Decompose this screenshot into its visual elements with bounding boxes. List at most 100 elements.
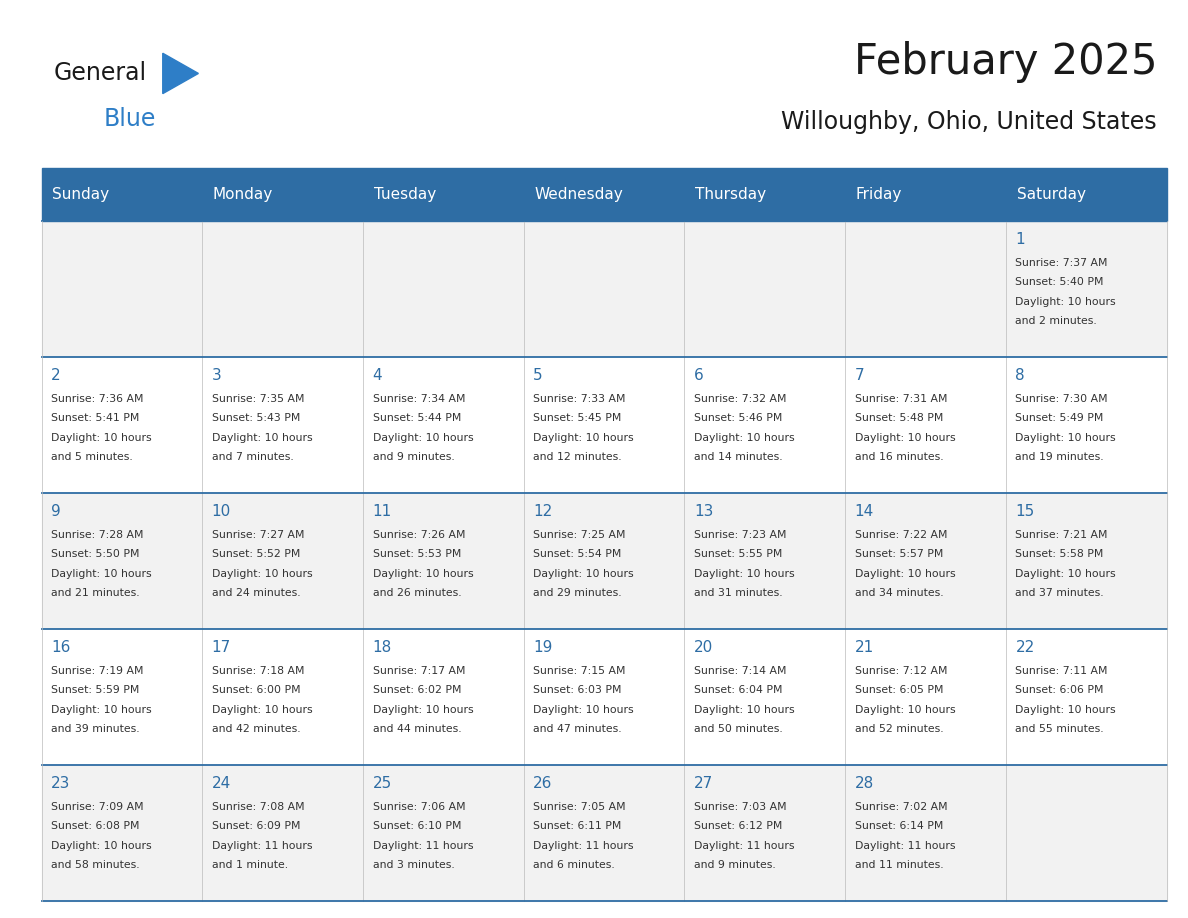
- Text: Daylight: 11 hours: Daylight: 11 hours: [854, 841, 955, 851]
- Text: Sunrise: 7:31 AM: Sunrise: 7:31 AM: [854, 394, 947, 404]
- Text: 19: 19: [533, 641, 552, 655]
- Text: and 47 minutes.: and 47 minutes.: [533, 724, 621, 733]
- Text: and 31 minutes.: and 31 minutes.: [694, 588, 783, 598]
- Text: 24: 24: [211, 777, 230, 791]
- Text: Sunrise: 7:14 AM: Sunrise: 7:14 AM: [694, 666, 786, 676]
- Text: Daylight: 10 hours: Daylight: 10 hours: [373, 432, 473, 442]
- Text: General: General: [53, 62, 146, 85]
- Text: 21: 21: [854, 641, 874, 655]
- Text: Sunset: 5:58 PM: Sunset: 5:58 PM: [1016, 549, 1104, 559]
- Text: and 26 minutes.: and 26 minutes.: [373, 588, 461, 598]
- Text: Sunset: 5:48 PM: Sunset: 5:48 PM: [854, 413, 943, 423]
- Text: and 6 minutes.: and 6 minutes.: [533, 860, 615, 870]
- Text: 8: 8: [1016, 368, 1025, 384]
- Text: Sunrise: 7:18 AM: Sunrise: 7:18 AM: [211, 666, 304, 676]
- Text: Daylight: 10 hours: Daylight: 10 hours: [854, 568, 955, 578]
- Text: Sunrise: 7:11 AM: Sunrise: 7:11 AM: [1016, 666, 1108, 676]
- Text: Daylight: 10 hours: Daylight: 10 hours: [533, 568, 634, 578]
- Text: and 5 minutes.: and 5 minutes.: [51, 452, 133, 462]
- Text: and 34 minutes.: and 34 minutes.: [854, 588, 943, 598]
- Text: Daylight: 10 hours: Daylight: 10 hours: [1016, 432, 1116, 442]
- Text: and 58 minutes.: and 58 minutes.: [51, 860, 140, 870]
- Text: 20: 20: [694, 641, 713, 655]
- Text: Sunset: 6:02 PM: Sunset: 6:02 PM: [373, 686, 461, 695]
- Text: and 44 minutes.: and 44 minutes.: [373, 724, 461, 733]
- Text: 15: 15: [1016, 504, 1035, 520]
- Text: Sunset: 5:43 PM: Sunset: 5:43 PM: [211, 413, 301, 423]
- Text: Willoughby, Ohio, United States: Willoughby, Ohio, United States: [782, 110, 1157, 134]
- Text: and 1 minute.: and 1 minute.: [211, 860, 287, 870]
- Text: 1: 1: [1016, 232, 1025, 247]
- Text: and 55 minutes.: and 55 minutes.: [1016, 724, 1104, 733]
- Text: Thursday: Thursday: [695, 187, 766, 202]
- Text: Daylight: 10 hours: Daylight: 10 hours: [1016, 705, 1116, 714]
- Text: Sunset: 6:09 PM: Sunset: 6:09 PM: [211, 822, 301, 832]
- Polygon shape: [163, 53, 198, 94]
- Text: and 2 minutes.: and 2 minutes.: [1016, 316, 1098, 326]
- Text: Friday: Friday: [855, 187, 902, 202]
- Text: 23: 23: [51, 777, 70, 791]
- Text: Sunset: 5:46 PM: Sunset: 5:46 PM: [694, 413, 783, 423]
- Text: Sunset: 6:04 PM: Sunset: 6:04 PM: [694, 686, 783, 695]
- Text: Sunset: 5:57 PM: Sunset: 5:57 PM: [854, 549, 943, 559]
- Text: Sunset: 5:41 PM: Sunset: 5:41 PM: [51, 413, 139, 423]
- Text: 28: 28: [854, 777, 874, 791]
- Text: Sunrise: 7:23 AM: Sunrise: 7:23 AM: [694, 530, 786, 540]
- Text: and 16 minutes.: and 16 minutes.: [854, 452, 943, 462]
- Text: Daylight: 10 hours: Daylight: 10 hours: [51, 705, 152, 714]
- Text: Sunrise: 7:21 AM: Sunrise: 7:21 AM: [1016, 530, 1108, 540]
- Text: 27: 27: [694, 777, 713, 791]
- Text: 25: 25: [373, 777, 392, 791]
- Bar: [42, 766, 1167, 901]
- Text: and 52 minutes.: and 52 minutes.: [854, 724, 943, 733]
- Text: and 39 minutes.: and 39 minutes.: [51, 724, 140, 733]
- Bar: [42, 168, 1167, 221]
- Text: and 7 minutes.: and 7 minutes.: [211, 452, 293, 462]
- Text: Sunrise: 7:15 AM: Sunrise: 7:15 AM: [533, 666, 626, 676]
- Text: 22: 22: [1016, 641, 1035, 655]
- Bar: [42, 221, 1167, 357]
- Text: Sunrise: 7:09 AM: Sunrise: 7:09 AM: [51, 802, 144, 812]
- Text: Sunrise: 7:19 AM: Sunrise: 7:19 AM: [51, 666, 144, 676]
- Text: 13: 13: [694, 504, 713, 520]
- Text: Sunrise: 7:17 AM: Sunrise: 7:17 AM: [373, 666, 465, 676]
- Text: and 42 minutes.: and 42 minutes.: [211, 724, 301, 733]
- Text: 3: 3: [211, 368, 221, 384]
- Text: and 29 minutes.: and 29 minutes.: [533, 588, 621, 598]
- Text: and 12 minutes.: and 12 minutes.: [533, 452, 621, 462]
- Text: Daylight: 11 hours: Daylight: 11 hours: [373, 841, 473, 851]
- Text: 12: 12: [533, 504, 552, 520]
- Text: Sunset: 5:45 PM: Sunset: 5:45 PM: [533, 413, 621, 423]
- Text: 2: 2: [51, 368, 61, 384]
- Text: Wednesday: Wednesday: [535, 187, 624, 202]
- Text: Sunset: 5:44 PM: Sunset: 5:44 PM: [373, 413, 461, 423]
- Text: Sunrise: 7:22 AM: Sunrise: 7:22 AM: [854, 530, 947, 540]
- Text: Daylight: 10 hours: Daylight: 10 hours: [533, 705, 634, 714]
- Text: Saturday: Saturday: [1017, 187, 1086, 202]
- Text: Sunrise: 7:37 AM: Sunrise: 7:37 AM: [1016, 258, 1108, 268]
- Text: Sunrise: 7:30 AM: Sunrise: 7:30 AM: [1016, 394, 1108, 404]
- Text: 18: 18: [373, 641, 392, 655]
- Text: Sunrise: 7:03 AM: Sunrise: 7:03 AM: [694, 802, 786, 812]
- Text: and 14 minutes.: and 14 minutes.: [694, 452, 783, 462]
- Text: 10: 10: [211, 504, 230, 520]
- Text: Daylight: 10 hours: Daylight: 10 hours: [51, 841, 152, 851]
- Text: 11: 11: [373, 504, 392, 520]
- Text: Daylight: 10 hours: Daylight: 10 hours: [1016, 568, 1116, 578]
- Text: Blue: Blue: [103, 107, 156, 131]
- Text: Daylight: 10 hours: Daylight: 10 hours: [211, 568, 312, 578]
- Text: Daylight: 10 hours: Daylight: 10 hours: [694, 568, 795, 578]
- Text: Sunrise: 7:12 AM: Sunrise: 7:12 AM: [854, 666, 947, 676]
- Text: 16: 16: [51, 641, 70, 655]
- Text: Sunrise: 7:02 AM: Sunrise: 7:02 AM: [854, 802, 947, 812]
- Text: and 11 minutes.: and 11 minutes.: [854, 860, 943, 870]
- Text: and 50 minutes.: and 50 minutes.: [694, 724, 783, 733]
- Text: 9: 9: [51, 504, 61, 520]
- Text: Sunrise: 7:35 AM: Sunrise: 7:35 AM: [211, 394, 304, 404]
- Text: Daylight: 10 hours: Daylight: 10 hours: [373, 568, 473, 578]
- Text: Daylight: 10 hours: Daylight: 10 hours: [694, 432, 795, 442]
- Bar: [42, 630, 1167, 766]
- Text: and 21 minutes.: and 21 minutes.: [51, 588, 140, 598]
- Text: Sunset: 6:12 PM: Sunset: 6:12 PM: [694, 822, 783, 832]
- Text: Sunrise: 7:28 AM: Sunrise: 7:28 AM: [51, 530, 144, 540]
